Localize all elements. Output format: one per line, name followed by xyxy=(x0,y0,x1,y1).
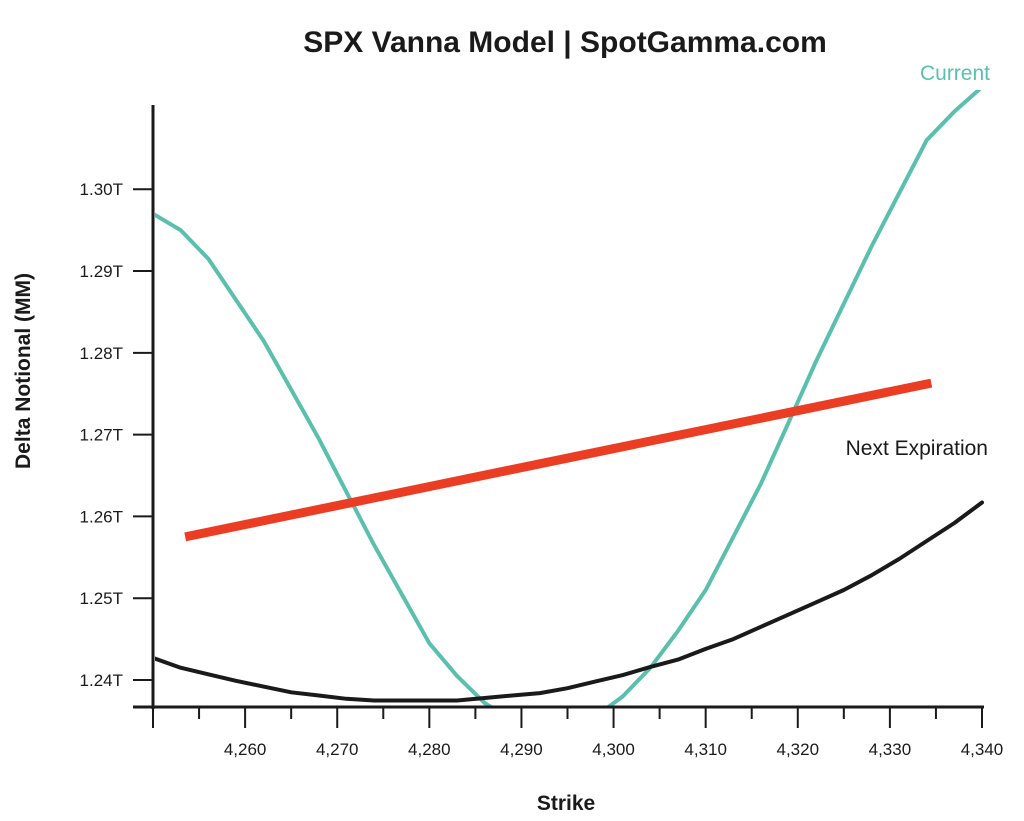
y-ticks: 1.24T 1.25T 1.26T 1.27T 1.28T 1.29T 1.30T xyxy=(80,180,153,690)
y-tick-label: 1.25T xyxy=(80,589,123,608)
y-tick-label: 1.27T xyxy=(80,426,123,445)
series-label: Current xyxy=(920,62,990,85)
next-expiration-line xyxy=(155,500,984,703)
y-tick-label: 1.30T xyxy=(80,180,123,199)
plot-lines xyxy=(155,90,984,706)
series-labels: Current Next Expiration xyxy=(846,62,991,460)
y-tick-label: 1.24T xyxy=(80,671,123,690)
x-tick-label: 4,330 xyxy=(869,740,912,759)
x-tick-label: 4,320 xyxy=(777,740,820,759)
x-tick-label: 4,310 xyxy=(684,740,727,759)
y-tick-label: 1.29T xyxy=(80,262,123,281)
y-axis-label: Delta Notional (MM) xyxy=(12,273,35,469)
red-line xyxy=(184,378,933,542)
x-axis-label: Strike xyxy=(537,792,595,815)
series-label: Next Expiration xyxy=(846,437,988,460)
current-line xyxy=(155,90,982,706)
y-tick-label: 1.26T xyxy=(80,507,123,526)
x-tick-label: 4,290 xyxy=(500,740,543,759)
x-tick-label: 4,340 xyxy=(961,740,1004,759)
y-tick-label: 1.28T xyxy=(80,344,123,363)
x-tick-label: 4,300 xyxy=(592,740,635,759)
axes xyxy=(133,105,984,709)
x-ticks: 4,260 4,270 4,280 4,290 4,300 4,310 4,320 4,330… xyxy=(152,707,1004,759)
x-tick-label: 4,270 xyxy=(316,740,359,759)
x-tick-label: 4,260 xyxy=(224,740,267,759)
x-tick-label: 4,280 xyxy=(408,740,451,759)
chart-title: SPX Vanna Model | SpotGamma.com xyxy=(303,26,827,59)
